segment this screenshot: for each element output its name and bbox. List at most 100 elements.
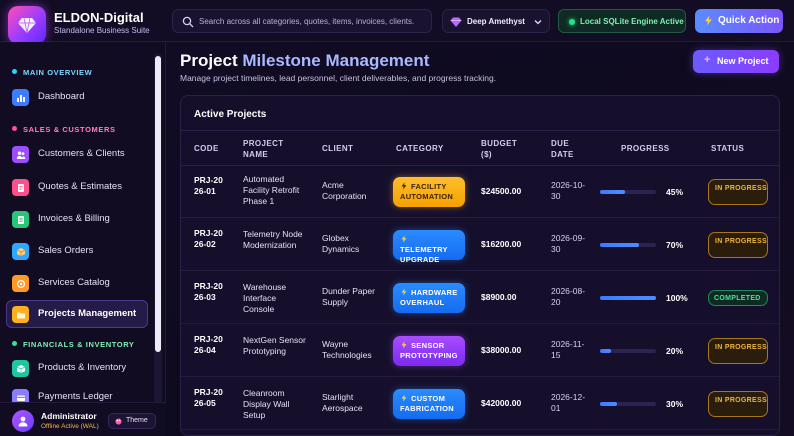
progress-bar — [600, 402, 656, 406]
section-dot-icon — [12, 341, 17, 346]
plus-icon: + — [704, 54, 711, 66]
brand-title: ELDON-Digital — [54, 10, 144, 25]
column-header-status[interactable]: STATUS — [711, 144, 745, 153]
sidebar-item-label: Products & Inventory — [38, 362, 127, 373]
sidebar-item-services[interactable]: Services Catalog — [6, 269, 148, 297]
panel-title: Active Projects — [194, 109, 267, 120]
column-header-budget[interactable]: BUDGET ($) — [481, 139, 518, 159]
user-icon — [18, 416, 28, 427]
category-badge: HARDWARE OVERHAUL — [393, 283, 465, 313]
progress-percent: 30% — [666, 399, 684, 409]
users-icon — [12, 146, 29, 163]
search-icon — [182, 16, 194, 28]
lightning-icon — [400, 341, 411, 350]
gem-icon — [450, 17, 462, 27]
brand[interactable]: ELDON-Digital Standalone Business Suite — [8, 6, 158, 44]
table-row[interactable]: PRJ-2026-01 Automated Facility Retrofit P… — [181, 166, 779, 218]
user-status: Offline Active (WAL) — [41, 423, 99, 430]
quick-action-button[interactable]: Quick Action — [695, 9, 783, 33]
sidebar-item-label: Payments Ledger — [38, 391, 113, 402]
progress-bar — [600, 243, 656, 247]
section-title-main-overview: MAIN OVERVIEW — [12, 68, 92, 77]
global-search[interactable] — [172, 9, 432, 33]
project-code: PRJ-2026-03 — [194, 281, 223, 302]
column-header-due-date[interactable]: DUE DATE — [551, 139, 574, 159]
status-badge: IN PROGRESS — [708, 338, 768, 364]
project-due-date: 2026-12-01 — [551, 392, 586, 413]
inventory-icon — [12, 360, 29, 377]
project-code: PRJ-2026-01 — [194, 175, 223, 196]
quick-action-label: Quick Action — [718, 15, 780, 26]
project-due-date: 2026-11-15 — [551, 339, 585, 360]
table-row[interactable]: PRJ-2026-03 Warehouse Interface Console Du… — [181, 272, 779, 324]
sidebar-item-products[interactable]: Products & Inventory — [6, 354, 148, 382]
search-input[interactable] — [199, 10, 429, 32]
top-bar: ELDON-Digital Standalone Business Suite … — [0, 0, 794, 44]
progress-fill — [600, 349, 612, 353]
section-dot-icon — [12, 69, 17, 74]
progress-fill — [600, 190, 626, 194]
project-name: Cleanroom Display Wall Setup — [243, 388, 290, 420]
status-badge: IN PROGRESS — [708, 179, 768, 205]
project-name: Automated Facility Retrofit Phase 1 — [243, 174, 300, 206]
table-row[interactable]: PRJ-2026-04 NextGen Sensor Prototyping Way… — [181, 325, 779, 377]
user-name: Administrator — [41, 411, 97, 421]
catalog-icon — [12, 275, 29, 292]
sidebar-item-label: Quotes & Estimates — [38, 181, 122, 192]
sidebar-item-invoices[interactable]: Invoices & Billing — [6, 205, 148, 233]
new-project-button[interactable]: + New Project — [693, 50, 779, 73]
column-header-progress[interactable]: PROGRESS — [621, 144, 670, 153]
progress-fill — [600, 296, 656, 300]
progress-bar — [600, 296, 656, 300]
ledger-icon — [12, 389, 29, 406]
status-dot-icon — [569, 19, 575, 25]
column-header-client[interactable]: CLIENT — [322, 144, 354, 153]
sidebar-item-quotes[interactable]: Quotes & Estimates — [6, 173, 148, 201]
project-client: Starlight Aerospace — [322, 392, 363, 413]
column-header-project-name[interactable]: PROJECT NAME — [243, 139, 284, 159]
project-due-date: 2026-10-30 — [551, 180, 586, 201]
project-client: Globex Dynamics — [322, 233, 360, 254]
project-budget: $42000.00 — [481, 398, 522, 408]
lightning-icon — [705, 15, 712, 26]
category-badge: FACILITY AUTOMATION — [393, 177, 465, 207]
box-icon — [12, 243, 29, 260]
progress-bar — [600, 190, 656, 194]
sidebar-item-customers[interactable]: Customers & Clients — [6, 140, 148, 168]
status-badge: IN PROGRESS — [708, 391, 768, 417]
invoice-icon — [12, 211, 29, 228]
page-subtitle: Manage project timelines, lead personnel… — [180, 73, 497, 83]
sidebar-item-label: Projects Management — [38, 308, 137, 319]
table-row[interactable]: PRJ-2026-05 Cleanroom Display Wall Setup S… — [181, 378, 779, 430]
project-budget: $24500.00 — [481, 186, 522, 196]
category-badge: SENSOR PROTOTYPING — [393, 336, 465, 366]
category-badge: CUSTOM FABRICATION — [393, 389, 465, 419]
progress-percent: 45% — [666, 187, 684, 197]
column-header-category[interactable]: CATEGORY — [396, 144, 444, 153]
sidebar-item-sales-orders[interactable]: Sales Orders — [6, 237, 148, 265]
sidebar-item-label: Dashboard — [38, 91, 85, 102]
engine-status-badge: Local SQLite Engine Active — [558, 9, 686, 33]
theme-toggle-button[interactable]: Theme — [108, 413, 156, 429]
theme-select[interactable]: Deep Amethyst — [442, 9, 550, 33]
progress-percent: 100% — [666, 293, 688, 303]
sidebar-item-dashboard[interactable]: Dashboard — [6, 83, 148, 111]
main-content: Project Milestone Management Manage proj… — [166, 42, 794, 436]
section-title-financials: FINANCIALS & INVENTORY — [12, 340, 135, 349]
column-header-code[interactable]: CODE — [194, 144, 219, 153]
progress-fill — [600, 402, 617, 406]
scrollbar-thumb[interactable] — [155, 56, 161, 352]
sidebar-scrollbar[interactable] — [154, 54, 162, 406]
lightning-icon — [400, 235, 411, 244]
active-projects-panel: Active Projects CODE PROJECT NAME CLIENT… — [180, 95, 780, 436]
category-badge: TELEMETRY UPGRADE — [393, 230, 465, 264]
avatar[interactable] — [12, 410, 34, 432]
project-code: PRJ-2026-02 — [194, 228, 223, 249]
sidebar-item-payments[interactable]: Payments Ledger — [6, 383, 148, 411]
sidebar-item-projects[interactable]: Projects Management — [6, 300, 148, 328]
table-row[interactable]: PRJ-2026-02 Telemetry Node Modernization G… — [181, 219, 779, 271]
lightning-icon — [400, 394, 411, 403]
status-badge: COMPLETED — [708, 290, 768, 306]
new-project-label: New Project — [717, 56, 769, 66]
